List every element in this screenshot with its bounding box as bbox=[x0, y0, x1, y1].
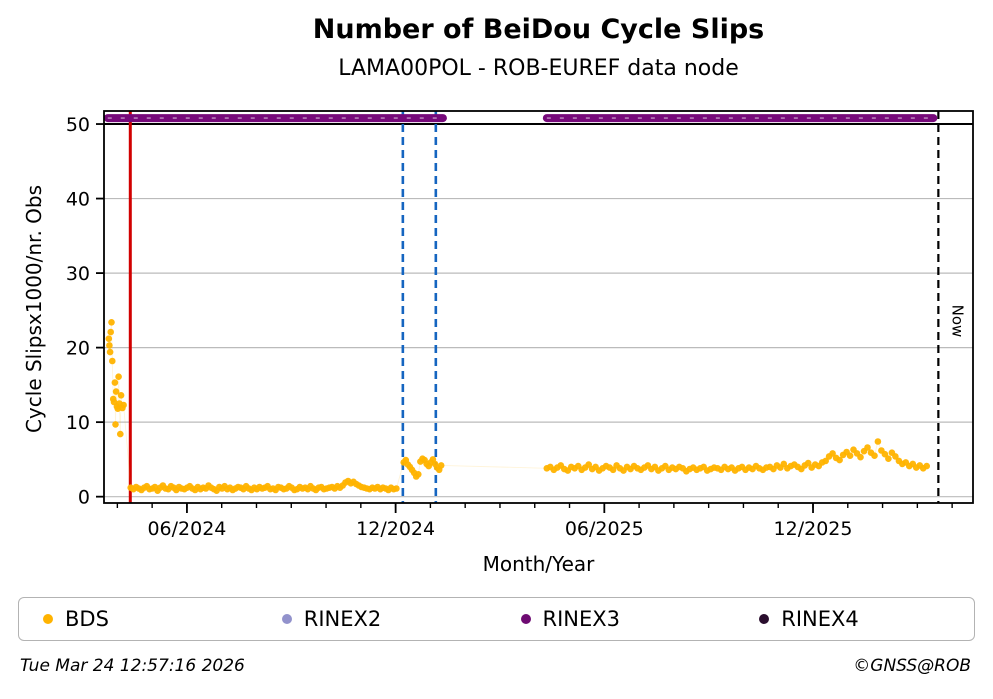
copyright-credit: ©GNSS@ROB bbox=[853, 656, 971, 676]
legend-item-rinex2: RINEX2 bbox=[258, 607, 497, 631]
x-tick-label: 06/2024 bbox=[147, 518, 226, 540]
gridlines bbox=[104, 197, 973, 498]
generation-timestamp: Tue Mar 24 12:57:16 2026 bbox=[20, 656, 245, 676]
chart-title: Number of BeiDou Cycle Slips bbox=[312, 14, 765, 45]
now-label: Now bbox=[948, 305, 966, 338]
y-axis-label: Cycle Slipsx1000/nr. Obs bbox=[22, 184, 46, 434]
x-axis-label: Month/Year bbox=[482, 552, 595, 576]
legend-label-rinex4: RINEX4 bbox=[781, 607, 859, 631]
event-lines: Now bbox=[128, 111, 966, 503]
legend-label-rinex3: RINEX3 bbox=[542, 607, 621, 631]
legend-item-rinex3: RINEX3 bbox=[497, 607, 736, 631]
legend-label-bds: BDS bbox=[65, 607, 109, 631]
series-bds bbox=[105, 319, 930, 495]
legend-item-bds: BDS bbox=[19, 607, 258, 631]
rinex2-dot-icon bbox=[281, 614, 292, 624]
legend-item-rinex4: RINEX4 bbox=[735, 607, 974, 631]
y-tick-label: 50 bbox=[66, 114, 90, 136]
legend: BDS RINEX2 RINEX3 RINEX4 bbox=[18, 597, 975, 641]
x-tick-label: 06/2025 bbox=[565, 518, 644, 540]
y-tick-label: 30 bbox=[66, 263, 90, 285]
y-tick-label: 20 bbox=[66, 338, 90, 360]
legend-label-rinex2: RINEX2 bbox=[303, 607, 382, 631]
y-tick-label: 40 bbox=[66, 189, 90, 211]
chart-subtitle: LAMA00POL - ROB-EUREF data node bbox=[338, 56, 739, 81]
axes-frame bbox=[103, 110, 974, 504]
x-tick-label: 12/2025 bbox=[774, 518, 853, 540]
chart-plot-area: Now 06/2024 12/2024 06/2025 12/2025 0 10 20 30 40… bbox=[66, 110, 974, 540]
axis-ticks: 06/2024 12/2024 06/2025 12/2025 0 10 20 30 40 50 bbox=[66, 114, 953, 540]
rinex4-dot-icon bbox=[759, 614, 770, 624]
y-tick-label: 0 bbox=[78, 487, 90, 509]
x-tick-label: 12/2024 bbox=[356, 518, 435, 540]
rinex3-dot-icon bbox=[520, 614, 531, 624]
y-tick-label: 10 bbox=[66, 412, 90, 434]
bds-dot-icon bbox=[43, 614, 53, 624]
